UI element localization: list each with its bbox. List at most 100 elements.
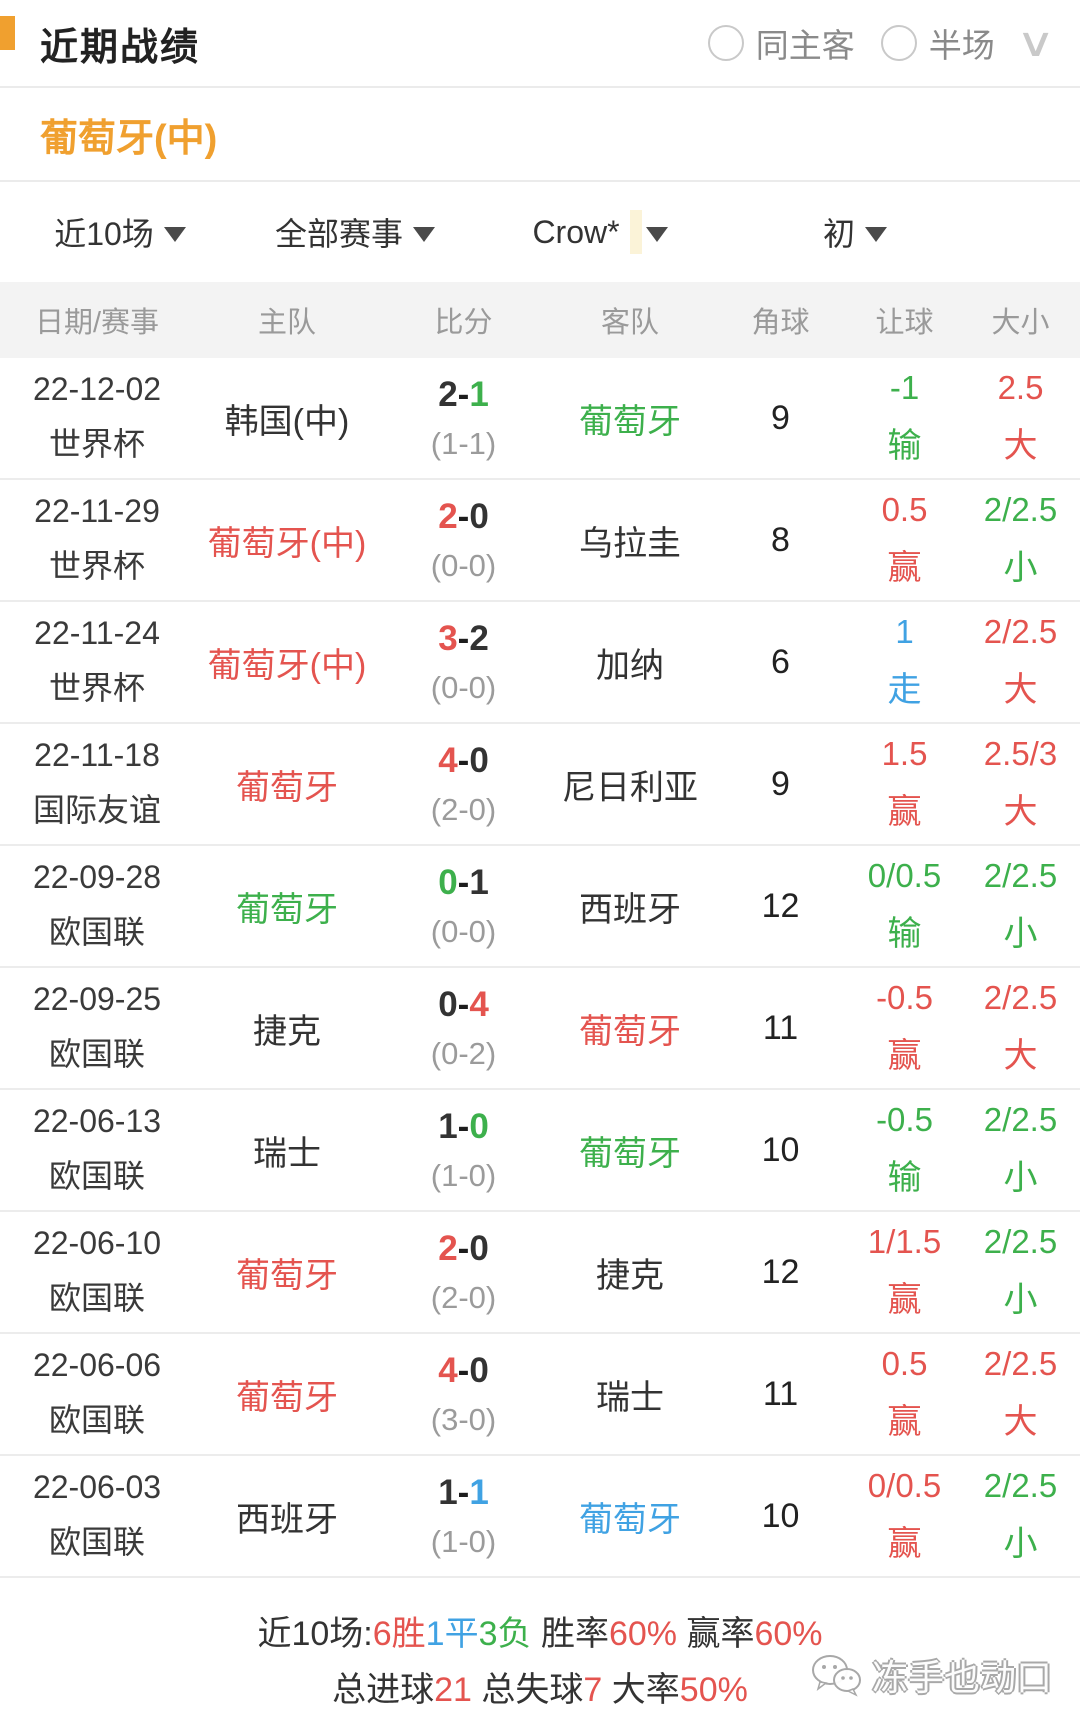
full-time-score: 4-0	[438, 741, 489, 781]
chevron-down-icon[interactable]: ∨	[1015, 21, 1056, 65]
table-row[interactable]: 22-11-24 世界杯 葡萄牙(中) 3-2 (0-0) 加纳 6 1 走 2…	[0, 602, 1080, 724]
cell-corners: 9	[713, 765, 848, 804]
over-under-result: 大	[1003, 427, 1038, 465]
summary-segment: 50%	[679, 1671, 748, 1710]
cell-handicap: 1.5 赢	[848, 735, 961, 833]
cell-away-team: 尼日利亚	[547, 760, 713, 809]
table-row[interactable]: 22-09-25 欧国联 捷克 0-4 (0-2) 葡萄牙 11 -0.5 赢 …	[0, 968, 1080, 1090]
radio-half-time[interactable]: 半场	[880, 19, 995, 67]
cell-away-team: 捷克	[547, 1248, 713, 1297]
cell-score: 1-0 (1-0)	[380, 1107, 547, 1194]
score-dash: -	[457, 1350, 470, 1390]
table-row[interactable]: 22-09-28 欧国联 葡萄牙 0-1 (0-0) 西班牙 12 0/0.5 …	[0, 846, 1080, 968]
filter-initial-odds[interactable]: 初	[730, 209, 980, 255]
section-header: 近期战绩 同主客 半场 ∨	[0, 0, 1080, 88]
radio-circle-icon[interactable]	[880, 25, 917, 61]
cell-over-under: 2/2.5 小	[961, 1467, 1080, 1565]
summary-segment: 大率	[602, 1671, 680, 1710]
handicap-result: 赢	[887, 793, 922, 831]
home-goals: 0	[438, 984, 458, 1024]
table-row[interactable]: 22-11-18 国际友谊 葡萄牙 4-0 (2-0) 尼日利亚 9 1.5 赢…	[0, 724, 1080, 846]
handicap-result: 赢	[887, 1403, 922, 1441]
home-goals: 0	[438, 862, 458, 902]
cell-home-team: 葡萄牙(中)	[194, 516, 380, 565]
cell-handicap: 0/0.5 赢	[848, 1467, 961, 1565]
cell-home-team: 葡萄牙	[194, 1370, 380, 1419]
full-time-score: 3-2	[438, 619, 489, 659]
filter-all-competitions[interactable]: 全部赛事	[240, 209, 470, 255]
match-date: 22-09-28	[32, 859, 162, 895]
cell-home-team: 捷克	[194, 1004, 380, 1053]
header-controls: 同主客 半场 ∨	[707, 19, 1055, 67]
watermark: 冻手也动口	[810, 1649, 1052, 1701]
summary-section: 近10场:6胜1平3负 胜率60% 赢率60% 总进球21 总失球7 大率50%	[0, 1578, 1080, 1718]
corner-count: 11	[762, 1374, 799, 1413]
score-dash: -	[457, 1472, 470, 1512]
home-team-name: 捷克	[253, 1012, 321, 1051]
home-team-name: 葡萄牙	[236, 1378, 338, 1417]
home-goals: 2	[438, 374, 458, 414]
col-header-handicap: 让球	[875, 307, 934, 339]
filter-company[interactable]: Crow*	[470, 210, 730, 254]
away-goals: 0	[469, 1228, 489, 1268]
cell-over-under: 2.5 大	[961, 369, 1080, 467]
page-title: 近期战绩	[40, 26, 201, 69]
summary-segment: 近10场:	[257, 1615, 373, 1653]
handicap-result: 输	[887, 1159, 922, 1197]
half-time-score: (0-0)	[430, 669, 497, 705]
away-goals: 0	[469, 1350, 489, 1390]
cell-handicap: 1/1.5 赢	[848, 1223, 961, 1321]
corner-count: 10	[761, 1496, 800, 1535]
over-under-result: 大	[1003, 1403, 1038, 1441]
wechat-bubbles-icon	[811, 1655, 861, 1697]
half-time-score: (0-0)	[430, 913, 497, 949]
cell-over-under: 2/2.5 小	[961, 857, 1080, 955]
filter-recent-matches[interactable]: 近10场	[0, 209, 240, 255]
score-dash: -	[457, 862, 470, 902]
cell-date-competition: 22-06-10 欧国联	[0, 1225, 194, 1319]
over-under-result: 小	[1003, 549, 1038, 587]
cell-corners: 10	[713, 1131, 848, 1170]
table-row[interactable]: 22-06-13 欧国联 瑞士 1-0 (1-0) 葡萄牙 10 -0.5 输 …	[0, 1090, 1080, 1212]
filter-label: 近10场	[54, 216, 154, 252]
corner-count: 12	[761, 1252, 800, 1291]
table-row[interactable]: 22-12-02 世界杯 韩国(中) 2-1 (1-1) 葡萄牙 9 -1 输 …	[0, 358, 1080, 480]
cell-away-team: 葡萄牙	[547, 1492, 713, 1541]
filter-highlight	[629, 210, 642, 254]
competition-name: 世界杯	[48, 670, 145, 706]
table-row[interactable]: 22-11-29 世界杯 葡萄牙(中) 2-0 (0-0) 乌拉圭 8 0.5 …	[0, 480, 1080, 602]
home-team-name: 葡萄牙	[236, 1256, 338, 1295]
cell-date-competition: 22-06-06 欧国联	[0, 1347, 194, 1441]
title-marker	[0, 16, 15, 50]
over-under-value: 2/2.5	[983, 1101, 1058, 1138]
full-time-score: 2-0	[438, 497, 489, 537]
cell-over-under: 2/2.5 大	[961, 1345, 1080, 1443]
full-time-score: 2-0	[438, 1229, 489, 1269]
col-header-over-under: 大小	[991, 307, 1050, 339]
away-team-name: 尼日利亚	[562, 768, 698, 807]
cell-score: 3-2 (0-0)	[380, 619, 547, 706]
cell-score: 2-0 (2-0)	[380, 1229, 547, 1316]
handicap-value: 1	[895, 613, 914, 650]
competition-name: 欧国联	[48, 914, 145, 950]
away-team-name: 葡萄牙	[579, 1012, 681, 1051]
cell-corners: 11	[713, 1009, 848, 1048]
table-row[interactable]: 22-06-10 欧国联 葡萄牙 2-0 (2-0) 捷克 12 1/1.5 赢…	[0, 1212, 1080, 1334]
filter-label: 初	[822, 216, 855, 252]
full-time-score: 1-0	[438, 1107, 489, 1147]
handicap-value: 1.5	[881, 735, 928, 772]
radio-circle-icon[interactable]	[707, 25, 744, 61]
cell-score: 4-0 (3-0)	[380, 1351, 547, 1438]
away-goals: 0	[469, 740, 489, 780]
competition-name: 世界杯	[48, 426, 145, 462]
cell-date-competition: 22-06-03 欧国联	[0, 1469, 194, 1563]
cell-corners: 10	[713, 1497, 848, 1536]
summary-segment: 60%	[608, 1615, 678, 1653]
cell-corners: 8	[713, 521, 848, 560]
handicap-result: 赢	[887, 549, 922, 587]
table-row[interactable]: 22-06-06 欧国联 葡萄牙 4-0 (3-0) 瑞士 11 0.5 赢 2…	[0, 1334, 1080, 1456]
table-row[interactable]: 22-06-03 欧国联 西班牙 1-1 (1-0) 葡萄牙 10 0/0.5 …	[0, 1456, 1080, 1578]
radio-same-home-away[interactable]: 同主客	[707, 19, 855, 67]
over-under-result: 大	[1003, 671, 1038, 709]
summary-segment: 1平	[425, 1615, 479, 1653]
